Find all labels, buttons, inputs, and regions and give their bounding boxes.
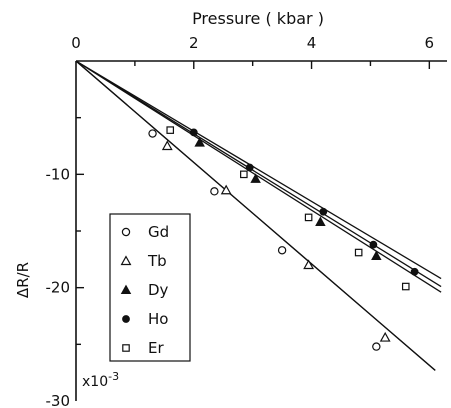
legend-items: Gd Tb Dy Ho Er	[120, 223, 169, 357]
data-point-er	[354, 248, 363, 257]
data-point-ho	[369, 240, 378, 249]
legend: Gd Tb Dy Ho Er	[109, 213, 191, 362]
legend-marker-tb	[120, 255, 132, 266]
fit-line-dy	[75, 60, 442, 288]
origin-tick-label: 0	[71, 34, 81, 52]
y-tick-label: -10	[46, 165, 71, 183]
data-point-dy	[371, 250, 382, 260]
data-point-ho	[319, 207, 328, 216]
legend-marker-dy	[120, 284, 132, 295]
y-tick-label: -20	[46, 279, 71, 297]
legend-box	[109, 213, 191, 362]
data-point-dy	[250, 173, 261, 183]
legend-label-gd: Gd	[148, 223, 169, 241]
data-point-er	[401, 282, 410, 291]
y-multiplier-label: x10-3	[82, 370, 119, 390]
data-point-gd	[372, 342, 381, 351]
data-point-dy	[315, 216, 326, 226]
data-point-er	[304, 213, 313, 222]
data-point-tb	[220, 184, 232, 195]
x-tick-label: 6	[425, 34, 435, 52]
legend-label-er: Er	[148, 339, 164, 357]
ticks: 0 2 4 6 -10 -20 -30	[46, 34, 435, 408]
data-point-gd	[148, 129, 157, 138]
fit-line-ho	[75, 60, 442, 280]
data-point-tb	[379, 331, 391, 342]
data-point-dy	[194, 137, 205, 147]
x-tick-label: 2	[189, 34, 199, 52]
legend-marker-ho	[122, 315, 130, 323]
x-axis-label: Pressure ( kbar )	[192, 9, 324, 28]
legend-marker-gd	[121, 227, 131, 237]
legend-label-ho: Ho	[148, 310, 168, 328]
data-point-gd	[210, 187, 219, 196]
legend-label-tb: Tb	[147, 252, 167, 270]
legend-label-dy: Dy	[148, 281, 169, 299]
data-point-gd	[277, 246, 287, 255]
data-point-ho	[245, 163, 254, 172]
data-point-tb	[303, 259, 315, 270]
fit-line-tb	[75, 60, 436, 371]
y-multiplier-base: x10	[82, 374, 108, 390]
data-point-er	[166, 126, 175, 134]
data-point-er	[240, 170, 248, 179]
data-markers	[148, 126, 419, 351]
x-tick-label: 4	[307, 34, 317, 52]
fit-lines	[75, 60, 442, 371]
y-axis-label: ΔR/R	[14, 262, 32, 298]
legend-marker-er	[122, 344, 130, 352]
data-point-tb	[161, 140, 173, 151]
y-tick-label: -30	[46, 392, 71, 408]
data-point-ho	[410, 267, 419, 276]
fit-line-er	[75, 60, 442, 293]
y-multiplier-exponent: -3	[108, 370, 119, 383]
data-point-ho	[189, 128, 198, 137]
